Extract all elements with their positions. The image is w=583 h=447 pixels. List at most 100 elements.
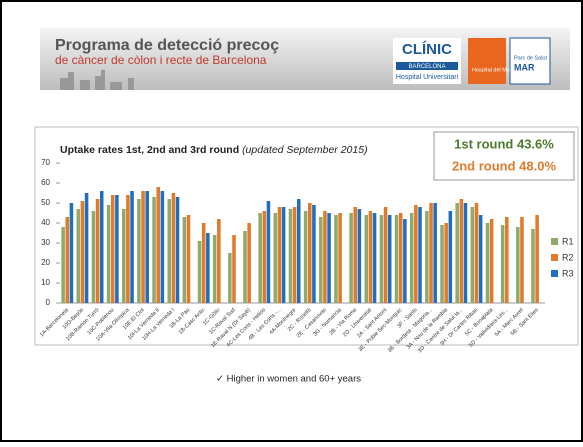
bar: [262, 211, 267, 303]
bar: [296, 199, 301, 303]
bar: [364, 215, 369, 303]
bar: [106, 205, 111, 303]
logo-text: Hospital del Mar: [472, 67, 512, 73]
bar: [258, 213, 262, 303]
logo-bar: [396, 62, 458, 70]
y-tick-label: 30: [41, 238, 50, 247]
logo-text: BARCELONA: [408, 64, 445, 70]
bar: [167, 199, 172, 303]
chart-title-note: (updated September 2015): [242, 144, 368, 156]
bar: [429, 203, 433, 303]
bar: [84, 193, 89, 303]
bar: [145, 191, 149, 303]
bar: [141, 191, 145, 303]
logo-text: CLÍNIC: [402, 41, 452, 58]
logo-parc-bg: [509, 37, 551, 85]
bar: [91, 211, 96, 303]
bar: [303, 211, 308, 303]
bar: [379, 215, 384, 303]
legend-swatch: [551, 254, 558, 261]
bar: [292, 207, 297, 303]
banner-title: Programa de detecció precoç: [55, 37, 279, 54]
banner-subtitle: de càncer de còlon i recte de Barcelona: [55, 53, 267, 67]
legend-swatch: [551, 238, 558, 245]
annotation-box: [433, 131, 575, 181]
bar: [312, 205, 316, 303]
bar: [418, 207, 422, 303]
bar: [505, 217, 509, 303]
bar: [247, 223, 251, 303]
bar: [500, 225, 505, 303]
y-tick-label: 0: [46, 298, 51, 307]
bar: [444, 223, 448, 303]
y-tick-label: 50: [41, 198, 50, 207]
bar: [368, 211, 373, 303]
bar: [459, 199, 464, 303]
bar: [455, 203, 459, 303]
legend-label: R3: [562, 268, 574, 278]
bar: [353, 207, 358, 303]
bar: [383, 207, 388, 303]
logo-text: Hospital Universitari: [396, 74, 459, 81]
legend-label: R1: [562, 236, 574, 246]
bar: [152, 197, 156, 303]
bar: [520, 217, 524, 303]
bar: [387, 215, 392, 303]
legend-label: R2: [562, 252, 574, 262]
bar: [115, 195, 119, 303]
bar: [217, 219, 221, 303]
chart-title-main: Uptake rates 1st, 2nd and 3rd round: [60, 144, 239, 156]
bar: [349, 213, 353, 303]
bar: [69, 203, 74, 303]
bar: [489, 219, 494, 303]
chart-title: Uptake rates 1st, 2nd and 3rd round (upd…: [60, 144, 368, 156]
bar: [121, 209, 126, 303]
bar: [76, 209, 81, 303]
bar: [414, 205, 418, 303]
bar: [65, 217, 70, 303]
bar: [61, 227, 65, 303]
bar: [175, 197, 180, 303]
bar: [99, 191, 104, 303]
bar: [186, 215, 191, 303]
bar: [266, 201, 271, 303]
annotation: 1st round 43.6%: [454, 136, 554, 151]
bar: [319, 217, 323, 303]
bar: [182, 217, 187, 303]
y-tick-label: 60: [41, 178, 50, 187]
bar: [478, 215, 483, 303]
bar: [273, 213, 278, 303]
bar: [197, 241, 202, 303]
skyline: [60, 70, 134, 90]
bar: [394, 215, 399, 303]
bar: [95, 199, 100, 303]
logo-text: MAR: [514, 62, 535, 72]
bar: [288, 209, 293, 303]
bar: [474, 203, 479, 303]
bar: [137, 199, 141, 303]
bar: [201, 223, 206, 303]
bar: [171, 193, 176, 303]
y-tick-label: 20: [41, 258, 50, 267]
bar: [281, 207, 286, 303]
bar: [277, 207, 282, 303]
bar: [409, 213, 414, 303]
bar: [535, 215, 539, 303]
logo-mar-bg: [468, 38, 506, 84]
bar: [463, 203, 468, 303]
bar: [206, 233, 210, 303]
bar: [334, 215, 338, 303]
bar: [156, 187, 160, 303]
bar: [372, 213, 377, 303]
caption: ✓ Higher in women and 60+ years: [216, 374, 361, 385]
bar: [531, 229, 535, 303]
bar: [425, 211, 429, 303]
bar: [398, 213, 403, 303]
bar: [485, 223, 490, 303]
y-tick-label: 40: [41, 218, 50, 227]
bar: [130, 191, 134, 303]
bar: [448, 211, 453, 303]
bar: [327, 213, 331, 303]
bar: [516, 227, 520, 303]
